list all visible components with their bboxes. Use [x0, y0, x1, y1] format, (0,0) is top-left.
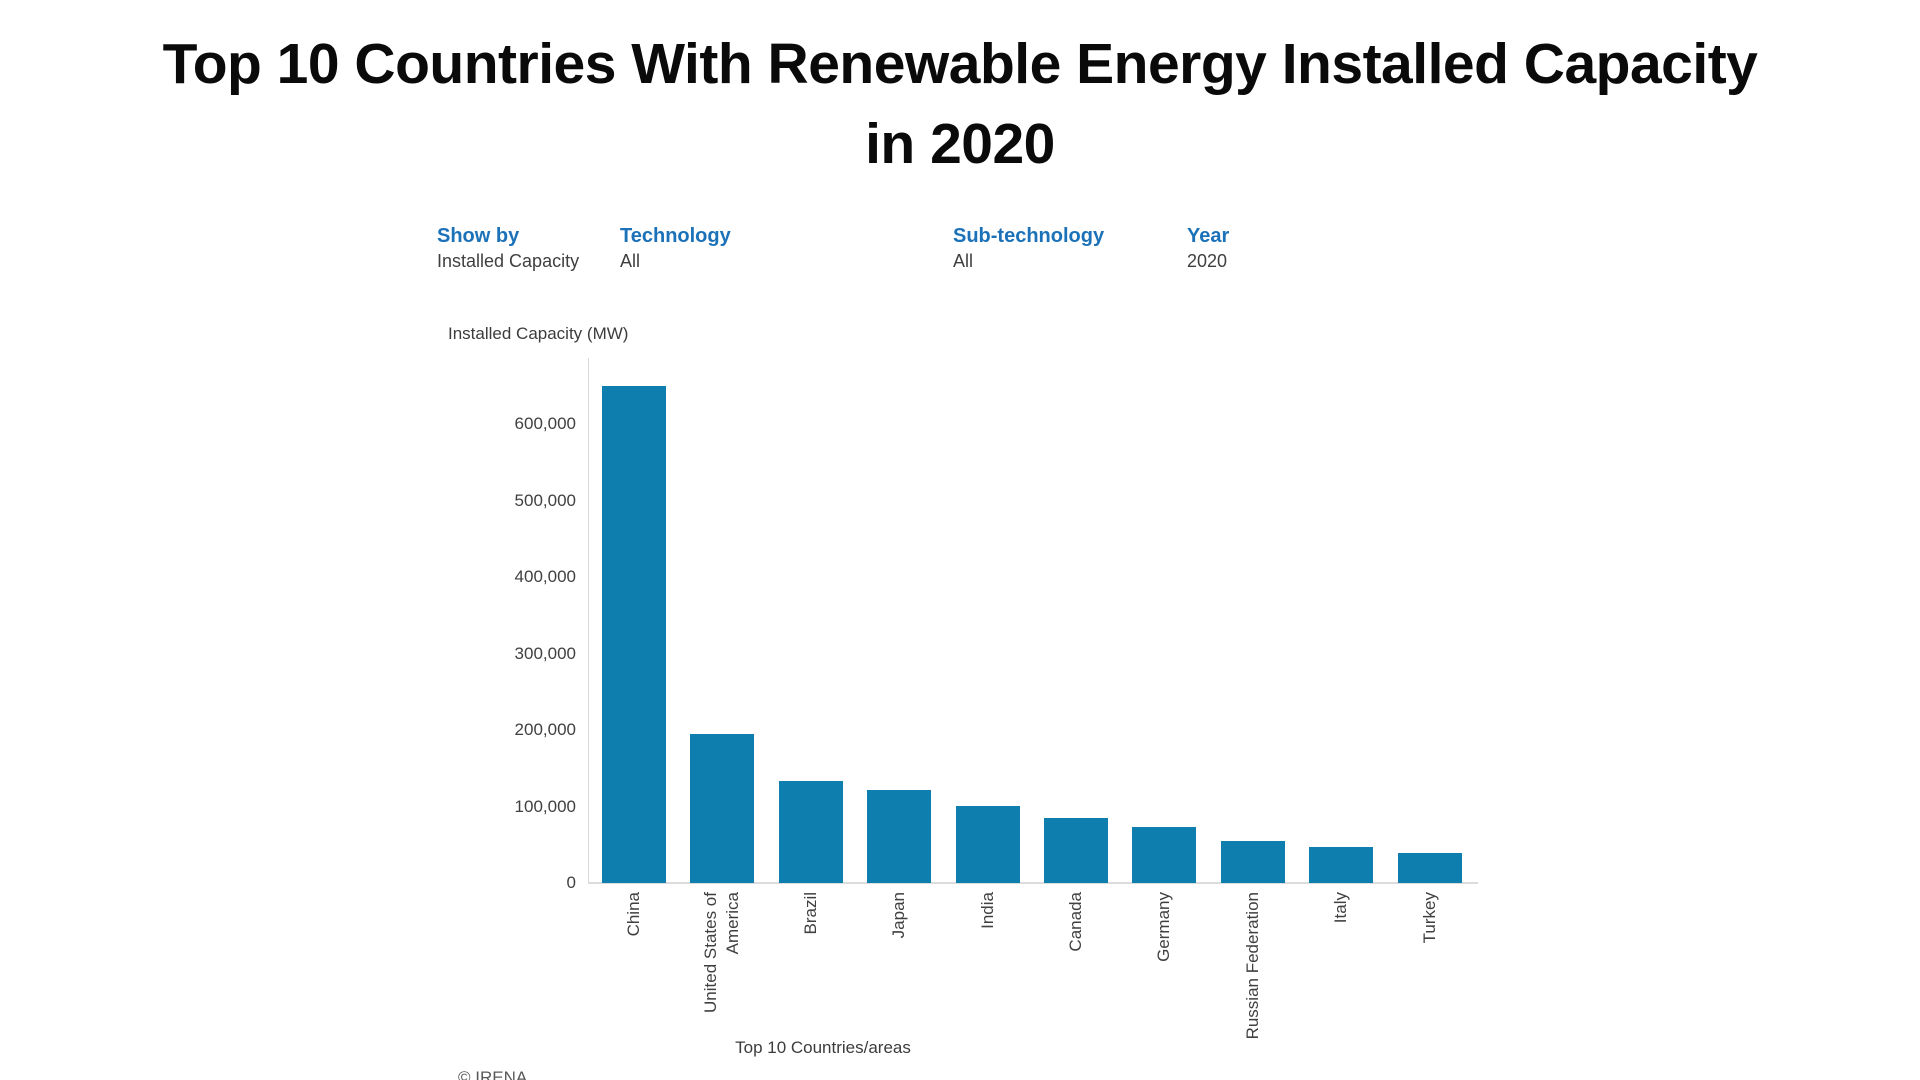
- y-axis-line: [588, 358, 589, 883]
- filter-sub-technology-value[interactable]: All: [953, 251, 974, 271]
- bar-russian-federation[interactable]: [1221, 841, 1285, 883]
- y-tick-200000: 200,000: [514, 720, 576, 739]
- y-tick-500000: 500,000: [514, 490, 576, 510]
- page-title: Top 10 Countries With Renewable Energy I…: [0, 24, 1920, 184]
- bar-united-states-of-america[interactable]: [690, 734, 754, 883]
- bar-canada[interactable]: [1044, 818, 1108, 883]
- x-axis-line: [588, 882, 1478, 884]
- x-label-russian-federation: Russian Federation: [1243, 892, 1262, 1040]
- bar-turkey[interactable]: [1398, 853, 1462, 883]
- y-tick-300000: 300,000: [514, 643, 576, 663]
- filter-year[interactable]: Year 2020: [1187, 224, 1229, 272]
- x-label-germany: Germany: [1154, 892, 1173, 962]
- filter-show-by-label: Show by: [437, 225, 520, 247]
- filter-sub-technology-label: Sub-technology: [953, 225, 1105, 247]
- bar-brazil[interactable]: [779, 781, 843, 883]
- filter-sub-technology[interactable]: Sub-technology All: [953, 224, 1104, 272]
- page-title-line2: in 2020: [865, 112, 1055, 176]
- filter-show-by-value[interactable]: Installed Capacity: [437, 251, 580, 271]
- y-tick-600000: 600,000: [514, 414, 576, 433]
- x-label-india: India: [978, 892, 997, 929]
- bar-germany[interactable]: [1132, 827, 1196, 883]
- x-label-italy: Italy: [1331, 892, 1350, 924]
- bar-japan[interactable]: [867, 790, 931, 883]
- y-tick-400000: 400,000: [514, 567, 576, 586]
- x-axis-title: Top 10 Countries/areas: [735, 1038, 911, 1057]
- x-label-turkey: Turkey: [1420, 892, 1439, 944]
- filter-technology-value[interactable]: All: [620, 251, 641, 271]
- bar-italy[interactable]: [1309, 847, 1373, 883]
- bar-india[interactable]: [956, 806, 1020, 883]
- source-note: © IRENA: [458, 1068, 528, 1080]
- filter-technology-label: Technology: [620, 225, 731, 247]
- y-tick-0: 0: [566, 873, 576, 892]
- filter-technology[interactable]: Technology All: [620, 224, 731, 272]
- filter-year-value[interactable]: 2020: [1187, 251, 1228, 271]
- y-tick-100000: 100,000: [514, 796, 576, 816]
- bar-china[interactable]: [602, 386, 666, 883]
- x-label-china: China: [624, 892, 643, 937]
- page-title-line1: Top 10 Countries With Renewable Energy I…: [162, 32, 1758, 96]
- filter-year-label: Year: [1187, 225, 1230, 247]
- filter-show-by[interactable]: Show by Installed Capacity: [437, 224, 579, 272]
- x-label-canada: Canada: [1066, 892, 1085, 952]
- y-axis-title: Installed Capacity (MW): [448, 324, 629, 343]
